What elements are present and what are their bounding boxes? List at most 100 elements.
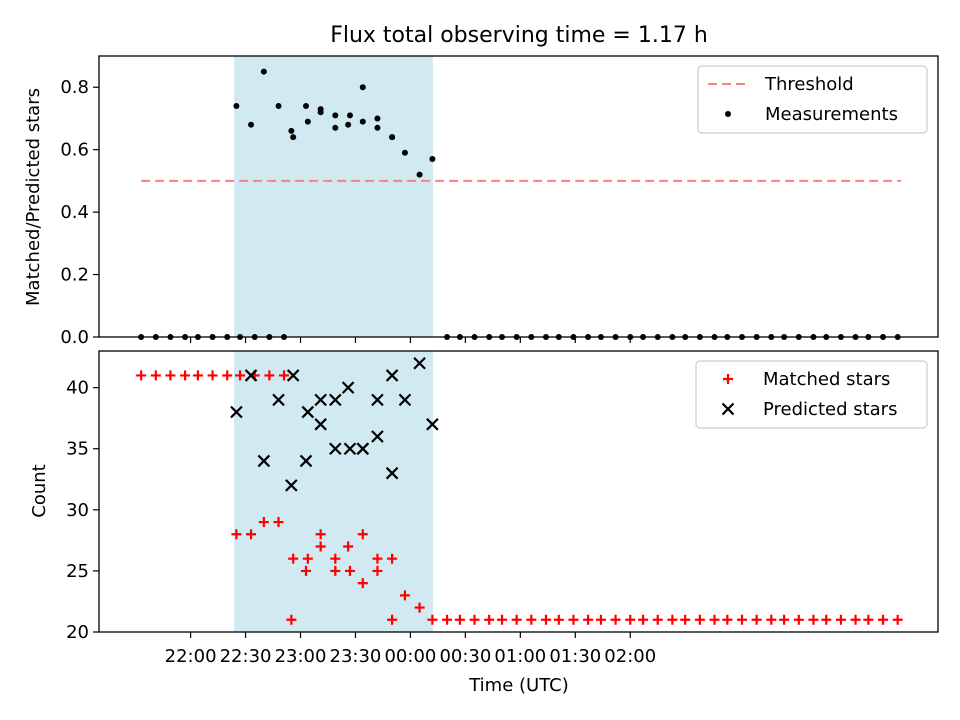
- predicted-star-point: [385, 466, 399, 480]
- measurement-point: [303, 102, 310, 109]
- top-shaded-span: [234, 55, 433, 338]
- chart-title: Flux total observing time = 1.17 h: [330, 23, 708, 48]
- matched-star-point: [680, 614, 691, 625]
- predicted-star-point: [257, 454, 271, 468]
- measurement-point: [345, 121, 352, 128]
- measurement-point: [233, 102, 240, 109]
- matched-star-point: [315, 529, 326, 540]
- top-panel: 0.0 0.2 0.4 0.6 0.8 Threshold Measurements: [60, 55, 939, 348]
- predicted-star-point: [371, 393, 384, 407]
- predicted-star-point: [329, 393, 342, 407]
- bottom-legend: [695, 360, 928, 429]
- measurement-point: [332, 112, 339, 119]
- matched-star-point: [722, 614, 733, 625]
- x-axis-label: Time (UTC): [468, 675, 569, 696]
- matched-star-point: [751, 614, 762, 625]
- legend-predicted-swatch: [721, 402, 735, 416]
- matched-star-point: [387, 614, 398, 625]
- legend-matched-swatch: [723, 374, 733, 384]
- legend-measurements-label: Measurements: [765, 104, 898, 125]
- matched-star-point: [222, 370, 233, 381]
- matched-star-point: [387, 553, 398, 564]
- matched-star-point: [667, 614, 678, 625]
- predicted-star-point: [301, 405, 315, 419]
- top-ytick-label: 0.2: [60, 265, 89, 286]
- top-legend: [697, 65, 928, 134]
- matched-star-point: [235, 370, 246, 381]
- matched-star-point: [288, 553, 299, 564]
- bottom-ytick-label: 25: [66, 561, 89, 582]
- matched-star-point: [526, 614, 537, 625]
- predicted-star-point: [272, 393, 285, 407]
- legend-threshold-label: Threshold: [764, 74, 854, 95]
- matched-star-point: [231, 529, 242, 540]
- matched-star-point: [343, 541, 354, 552]
- matched-star-point: [264, 370, 275, 381]
- matched-star-point: [821, 614, 832, 625]
- matched-star-point: [709, 614, 720, 625]
- predicted-star-point: [244, 369, 258, 382]
- bottom-ytick-label: 40: [66, 378, 89, 399]
- measurement-point: [288, 127, 295, 134]
- measurement-point: [359, 118, 366, 125]
- predicted-star-point: [341, 381, 355, 394]
- matched-star-point: [258, 517, 269, 528]
- matched-star-point: [357, 578, 368, 589]
- matched-star-point: [652, 614, 663, 625]
- measurement-point: [429, 156, 436, 163]
- matched-star-point: [344, 565, 355, 576]
- predicted-star-point: [314, 393, 327, 407]
- measurement-point: [389, 134, 396, 141]
- matched-star-point: [246, 529, 257, 540]
- matched-star-point: [442, 614, 453, 625]
- predicted-star-point: [299, 454, 313, 468]
- matched-star-point: [583, 614, 594, 625]
- matched-star-point: [595, 614, 606, 625]
- measurement-point: [416, 171, 423, 178]
- matched-star-point: [150, 370, 161, 381]
- xtick-label: 01:00: [494, 646, 546, 667]
- top-ytick-label: 0.4: [60, 202, 89, 223]
- measurement-point: [304, 118, 311, 125]
- measurement-point: [275, 102, 282, 109]
- matched-star-point: [279, 370, 290, 381]
- measurement-point: [374, 115, 381, 122]
- top-ylabel: Matched/Predicted stars: [23, 88, 44, 306]
- matched-star-point: [427, 614, 438, 625]
- matched-star-point: [540, 614, 551, 625]
- xtick-label: 22:00: [165, 646, 217, 667]
- matched-star-point: [779, 614, 790, 625]
- measurement-point: [374, 124, 381, 131]
- matched-star-point: [180, 370, 191, 381]
- predicted-star-point: [426, 418, 439, 431]
- predicted-star-point: [314, 418, 327, 431]
- predicted-star-point: [329, 442, 342, 456]
- xtick-label: 23:00: [275, 646, 327, 667]
- matched-star-point: [892, 614, 903, 625]
- matched-star-point: [553, 614, 564, 625]
- legend-matched-label: Matched stars: [763, 369, 890, 390]
- legend-measurements-swatch: [725, 111, 731, 117]
- bottom-ytick-label: 20: [66, 622, 89, 643]
- matched-star-point: [638, 614, 649, 625]
- xtick-label: 01:30: [549, 646, 601, 667]
- measurement-point: [401, 149, 408, 156]
- top-ytick-label: 0.0: [60, 327, 89, 348]
- matched-star-point: [766, 614, 777, 625]
- predicted-star-point: [286, 369, 300, 382]
- matched-star-point: [136, 370, 147, 381]
- top-plot-frame: [98, 55, 939, 338]
- bottom-panel: 20 25 30 35 40 22:00 22:30 23:00 23:30 00:00 00:30…: [66, 350, 939, 667]
- matched-star-point: [301, 565, 312, 576]
- matched-star-point: [414, 602, 425, 613]
- predicted-star-point: [356, 442, 370, 456]
- top-ytick-label: 0.8: [60, 77, 89, 98]
- matched-star-point: [207, 370, 218, 381]
- measurement-point: [359, 84, 366, 91]
- predicted-star-point: [371, 430, 384, 443]
- matched-star-point: [863, 614, 874, 625]
- predicted-star-point: [343, 442, 357, 456]
- predicted-star-point: [230, 405, 243, 419]
- xtick-label: 02:00: [604, 646, 656, 667]
